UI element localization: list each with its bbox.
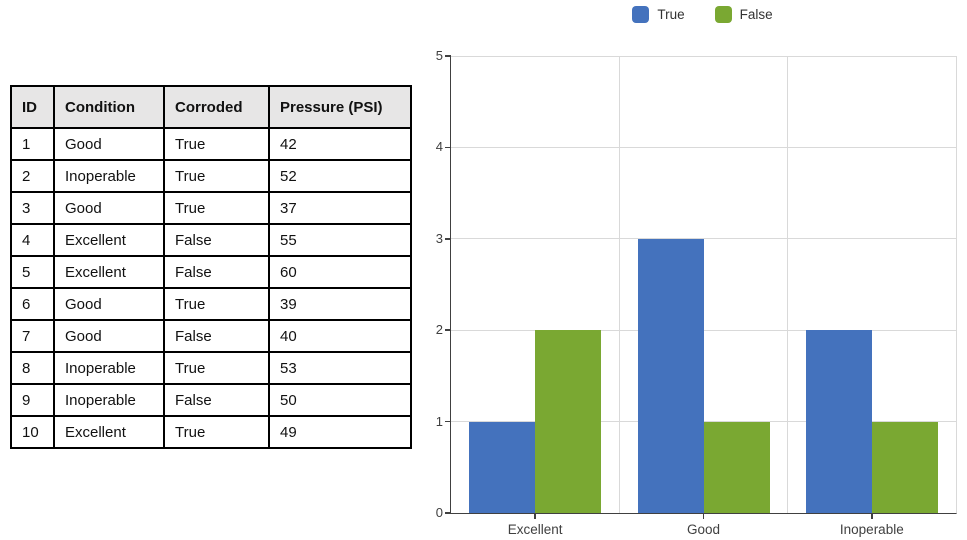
table-cell: 60	[268, 255, 412, 289]
table-cell: False	[163, 383, 270, 417]
horizontal-gridline	[451, 55, 956, 57]
y-axis-tick-label: 5	[435, 48, 443, 63]
legend-item-false: False	[714, 6, 773, 23]
y-axis-tick	[445, 512, 451, 514]
table-cell: Excellent	[53, 415, 165, 449]
table-cell: True	[163, 159, 270, 193]
table-row: 3 Good True 37	[10, 191, 412, 225]
table-cell: Excellent	[53, 255, 165, 289]
y-axis-tick	[445, 420, 451, 423]
table-cell: 1	[10, 127, 55, 161]
table-cell: 8	[10, 351, 55, 385]
y-axis-tick-label: 2	[435, 322, 443, 338]
y-axis-tick-label: 3	[435, 230, 443, 246]
table-cell: 5	[10, 255, 55, 289]
x-axis-tick	[534, 513, 536, 519]
table-cell: Excellent	[53, 223, 165, 257]
table-cell: False	[163, 223, 270, 257]
table-row: 4 Excellent False 55	[10, 223, 412, 257]
table-cell: Inoperable	[53, 383, 165, 417]
y-axis-tick	[445, 238, 451, 240]
y-axis-tick-label: 1	[435, 413, 443, 429]
table-cell: Good	[53, 127, 165, 161]
table-cell: Inoperable	[53, 159, 165, 193]
table-cell: Good	[53, 191, 165, 225]
bar-good-false	[703, 421, 770, 513]
legend-swatch-false	[714, 6, 732, 23]
horizontal-gridline	[451, 421, 956, 423]
column-header-pressure-psi: Pressure (PSI)	[268, 85, 412, 129]
table-cell: 49	[268, 415, 412, 449]
table-cell: 6	[10, 287, 55, 321]
chart-plot-area: 0 1 2 3 4 5 Excellent Good Inoperable	[436, 48, 957, 537]
table-cell: False	[163, 255, 270, 289]
table-row: 7 Good False 40	[10, 319, 412, 353]
table-cell: 2	[10, 159, 55, 193]
vertical-gridline	[618, 56, 620, 513]
table-row: 8 Inoperable True 53	[10, 351, 412, 385]
horizontal-gridline	[451, 329, 956, 331]
table-cell: 50	[268, 383, 412, 417]
legend-swatch-true	[632, 6, 650, 23]
table-cell: 7	[10, 319, 55, 353]
chart-legend: True False	[450, 6, 955, 23]
pipe-data-table-panel: ID Condition Corroded Pressure (PSI) 1 Good T…	[10, 85, 412, 449]
table-row: 6 Good True 39	[10, 287, 412, 321]
y-axis-tick-label: 4	[435, 139, 443, 155]
y-axis-tick	[445, 55, 451, 57]
table-cell: False	[163, 319, 270, 353]
table-cell: 42	[268, 127, 412, 161]
table-row: 1 Good True 42	[10, 127, 412, 161]
horizontal-gridline	[451, 238, 956, 240]
x-axis-category-label: Good	[686, 522, 720, 537]
table-cell: 52	[268, 159, 412, 193]
x-axis-tick	[871, 513, 873, 519]
legend-label-true: True	[657, 7, 685, 22]
legend-item-true: True	[632, 6, 685, 23]
y-axis-tick-label: 0	[435, 505, 443, 520]
table-row: 5 Excellent False 60	[10, 255, 412, 289]
table-cell: 37	[268, 191, 412, 225]
table-cell: 4	[10, 223, 55, 257]
bar-inoperable-true	[805, 330, 872, 513]
table-cell: 40	[268, 319, 412, 353]
horizontal-gridline	[451, 146, 956, 148]
table-cell: Good	[53, 319, 165, 353]
y-axis-tick	[445, 329, 451, 331]
table-cell: 9	[10, 383, 55, 417]
table-cell: True	[163, 351, 270, 385]
table-cell: True	[163, 415, 270, 449]
grouped-bar-chart: True False 0 1 2 3 4 5 Excellent Good Inoperable	[420, 0, 967, 540]
table-cell: True	[163, 127, 270, 161]
legend-label-false: False	[739, 7, 773, 22]
table-row: 10 Excellent True 49	[10, 415, 412, 449]
column-header-corroded: Corroded	[163, 85, 270, 129]
table-cell: Inoperable	[53, 351, 165, 385]
table-row: 9 Inoperable False 50	[10, 383, 412, 417]
bar-inoperable-false	[871, 421, 938, 513]
column-header-id: ID	[10, 85, 55, 129]
table-cell: True	[163, 287, 270, 321]
table-cell: True	[163, 191, 270, 225]
x-axis-tick	[702, 513, 705, 519]
bar-excellent-true	[469, 421, 536, 513]
vertical-gridline	[787, 56, 789, 513]
column-header-condition: Condition	[53, 85, 165, 129]
y-axis-tick	[445, 146, 451, 149]
table-cell: Good	[53, 287, 165, 321]
bar-good-true	[637, 238, 704, 513]
table-row: 2 Inoperable True 52	[10, 159, 412, 193]
x-axis-category-label: Inoperable	[839, 522, 904, 537]
data-table: ID Condition Corroded Pressure (PSI) 1 Good T…	[10, 85, 412, 449]
table-cell: 3	[10, 191, 55, 225]
bar-excellent-false	[535, 330, 602, 513]
table-cell: 10	[10, 415, 55, 449]
table-cell: 53	[268, 351, 412, 385]
table-cell: 55	[268, 223, 412, 257]
x-axis-category-label: Excellent	[507, 522, 563, 537]
table-cell: 39	[268, 287, 412, 321]
table-header-row: ID Condition Corroded Pressure (PSI)	[10, 85, 412, 129]
